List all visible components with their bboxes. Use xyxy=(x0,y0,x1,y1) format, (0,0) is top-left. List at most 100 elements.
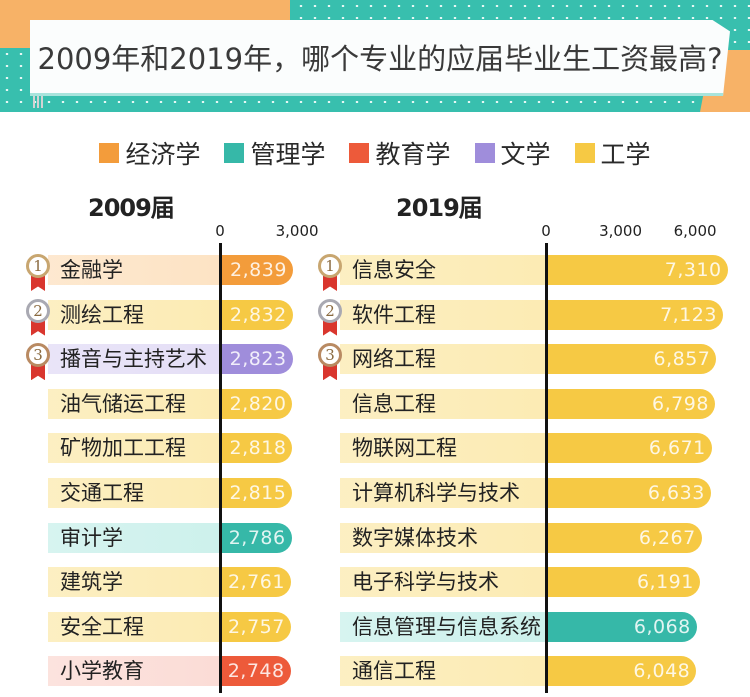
row-label-background xyxy=(48,478,220,508)
bar-value-label: 2,818 xyxy=(229,437,287,460)
legend-label: 文学 xyxy=(500,140,551,169)
bar: 6,633 xyxy=(546,478,711,508)
category-label: 信息安全 xyxy=(352,258,436,282)
bar-value-label: 2,761 xyxy=(228,571,285,594)
bar-row: 信息管理与信息系统 6,068 xyxy=(0,611,750,642)
legend-item: 管理学 xyxy=(224,135,325,171)
bar: 2,839 xyxy=(220,255,293,285)
legend: 经济学 管理学 教育学 文学 工学 xyxy=(0,135,750,171)
category-label: 审计学 xyxy=(60,525,123,550)
category-label: 通信工程 xyxy=(352,659,436,684)
medal-ribbon-icon xyxy=(31,275,45,291)
legend-item: 经济学 xyxy=(99,135,200,171)
medal-ribbon-icon xyxy=(323,319,337,336)
bar-value-label: 6,267 xyxy=(638,526,696,549)
row-label-background xyxy=(340,656,546,687)
medal-ribbon-icon xyxy=(323,275,337,291)
medal-ribbon-icon xyxy=(323,364,337,381)
page-title: 2009年和2019年，哪个专业的应届毕业生工资最高? xyxy=(37,41,723,76)
bar: 6,857 xyxy=(546,344,717,375)
bar-row: 测绘工程 2,832 2 xyxy=(0,298,750,336)
bar: 2,832 xyxy=(220,299,293,330)
category-label: 播音与主持艺术 xyxy=(60,347,207,372)
bar-value-label: 6,798 xyxy=(652,392,709,415)
bar-value-label: 2,823 xyxy=(229,348,287,371)
medal-rank-number: 2 xyxy=(318,298,342,323)
chart-title-2009: 2009届 xyxy=(88,194,175,222)
rank-medal-icon: 2 xyxy=(24,298,52,339)
bar: 2,786 xyxy=(220,522,292,553)
legend-swatch xyxy=(474,143,495,163)
axis-tick-label: 6,000 xyxy=(673,222,717,240)
medal-rank-number: 2 xyxy=(26,298,50,323)
category-label: 小学教育 xyxy=(60,659,144,684)
row-label-background xyxy=(48,344,220,375)
row-label-background xyxy=(340,299,546,330)
legend-swatch xyxy=(349,143,370,163)
rank-medal-icon: 3 xyxy=(316,343,344,383)
bar-value-label: 6,671 xyxy=(648,437,706,460)
bar: 6,267 xyxy=(546,522,702,553)
axis-tick-label: 0 xyxy=(215,222,225,240)
bar-row: 电子科学与技术 6,191 xyxy=(0,567,750,598)
bar-row: 小学教育 2,748 xyxy=(0,656,750,687)
bar-row: 油气储运工程 2,820 xyxy=(0,388,750,419)
legend-label: 工学 xyxy=(600,140,651,169)
category-label: 信息工程 xyxy=(352,391,436,416)
rank-medal-icon: 1 xyxy=(316,254,344,294)
bar-row: 通信工程 6,048 xyxy=(0,656,750,687)
row-label-background xyxy=(48,255,220,285)
row-label-background xyxy=(48,299,220,330)
row-label-background xyxy=(340,611,546,642)
category-label: 建筑学 xyxy=(60,570,123,595)
bar: 6,191 xyxy=(546,567,700,598)
bar: 2,820 xyxy=(220,388,293,419)
bar-value-label: 6,048 xyxy=(633,660,691,683)
bar: 6,798 xyxy=(546,388,715,419)
bar-value-label: 2,815 xyxy=(229,482,287,504)
row-label-background xyxy=(48,567,220,598)
bar-row: 矿物加工工程 2,818 xyxy=(0,433,750,464)
row-label-background xyxy=(340,344,546,375)
medal-rank-number: 1 xyxy=(26,254,50,278)
bar-row: 网络工程 6,857 3 xyxy=(0,343,750,381)
bar-row: 交通工程 2,815 xyxy=(0,478,750,508)
medal-ribbon-icon xyxy=(31,319,45,336)
bar-value-label: 2,820 xyxy=(229,392,287,415)
bar-row: 信息工程 6,798 xyxy=(0,388,750,419)
bar-value-label: 6,633 xyxy=(647,482,705,504)
bar-row: 计算机科学与技术 6,633 xyxy=(0,478,750,508)
title-decoration xyxy=(33,96,43,108)
bar: 2,748 xyxy=(220,656,291,687)
category-label: 信息管理与信息系统 xyxy=(352,614,541,639)
legend-label: 管理学 xyxy=(250,140,326,169)
medal-rank-number: 1 xyxy=(318,254,342,278)
rank-medal-icon: 3 xyxy=(24,343,52,383)
axis-tick-label: 3,000 xyxy=(275,222,319,240)
rank-medal-icon: 2 xyxy=(316,298,344,339)
bar-row: 播音与主持艺术 2,823 3 xyxy=(0,343,750,381)
category-label: 计算机科学与技术 xyxy=(352,481,520,505)
bar-row: 软件工程 7,123 2 xyxy=(0,298,750,336)
row-label-background xyxy=(340,567,546,598)
bar: 7,310 xyxy=(546,255,728,285)
category-label: 交通工程 xyxy=(60,481,144,505)
category-label: 油气储运工程 xyxy=(60,391,186,416)
bar-value-label: 6,191 xyxy=(636,571,694,594)
medal-rank-number: 3 xyxy=(318,343,342,368)
bar: 7,123 xyxy=(546,299,723,330)
bar-row: 安全工程 2,757 xyxy=(0,611,750,642)
bar-value-label: 2,832 xyxy=(229,303,287,326)
bar-row: 物联网工程 6,671 xyxy=(0,433,750,464)
title-box: 2009年和2019年，哪个专业的应届毕业生工资最高? xyxy=(30,20,730,96)
bar-value-label: 7,310 xyxy=(664,259,722,281)
bar-value-label: 2,786 xyxy=(228,526,286,549)
category-label: 金融学 xyxy=(60,258,123,282)
bar: 6,068 xyxy=(546,611,697,642)
bar-value-label: 2,839 xyxy=(230,259,287,281)
legend-item: 教育学 xyxy=(349,135,451,171)
axis-tick-label: 3,000 xyxy=(599,222,643,240)
row-label-background xyxy=(340,388,546,419)
bar-value-label: 6,068 xyxy=(633,615,691,638)
axis-zero-line xyxy=(219,243,222,693)
